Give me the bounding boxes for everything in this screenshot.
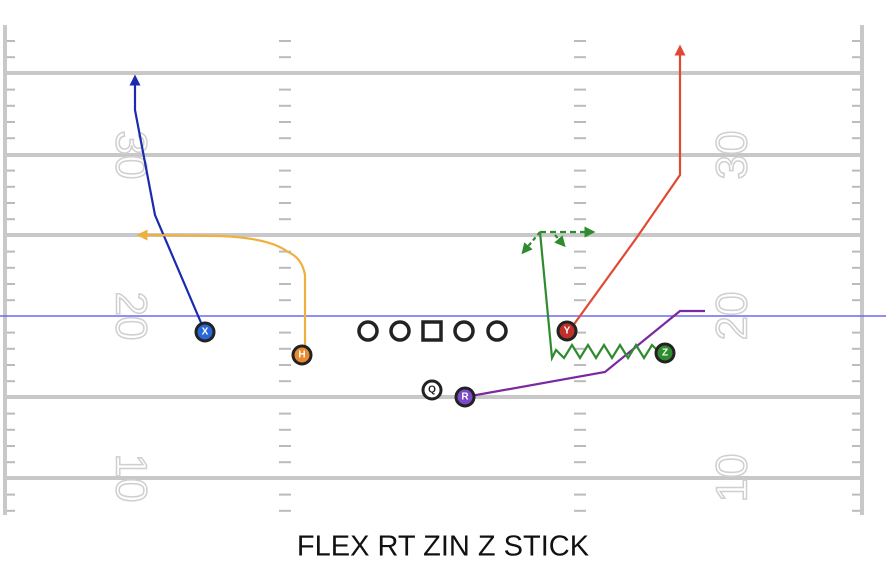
yard-number: 20 — [106, 292, 155, 341]
routes — [129, 44, 705, 399]
player-label: R — [461, 392, 469, 403]
linemen — [357, 320, 508, 342]
player-label: Z — [662, 348, 668, 359]
player-label: Q — [428, 385, 436, 396]
yard-number: 20 — [708, 292, 757, 341]
players: X H Q R Y Z — [194, 320, 676, 408]
player-label: X — [202, 327, 209, 338]
field — [0, 25, 886, 515]
yard-number: 30 — [708, 131, 757, 180]
player-label: H — [298, 350, 305, 361]
yard-number: 30 — [106, 131, 155, 180]
yard-number: 10 — [106, 454, 155, 503]
play-title: FLEX RT ZIN Z STICK — [297, 531, 590, 563]
yard-number: 10 — [708, 454, 757, 503]
player-label: Y — [564, 326, 571, 337]
